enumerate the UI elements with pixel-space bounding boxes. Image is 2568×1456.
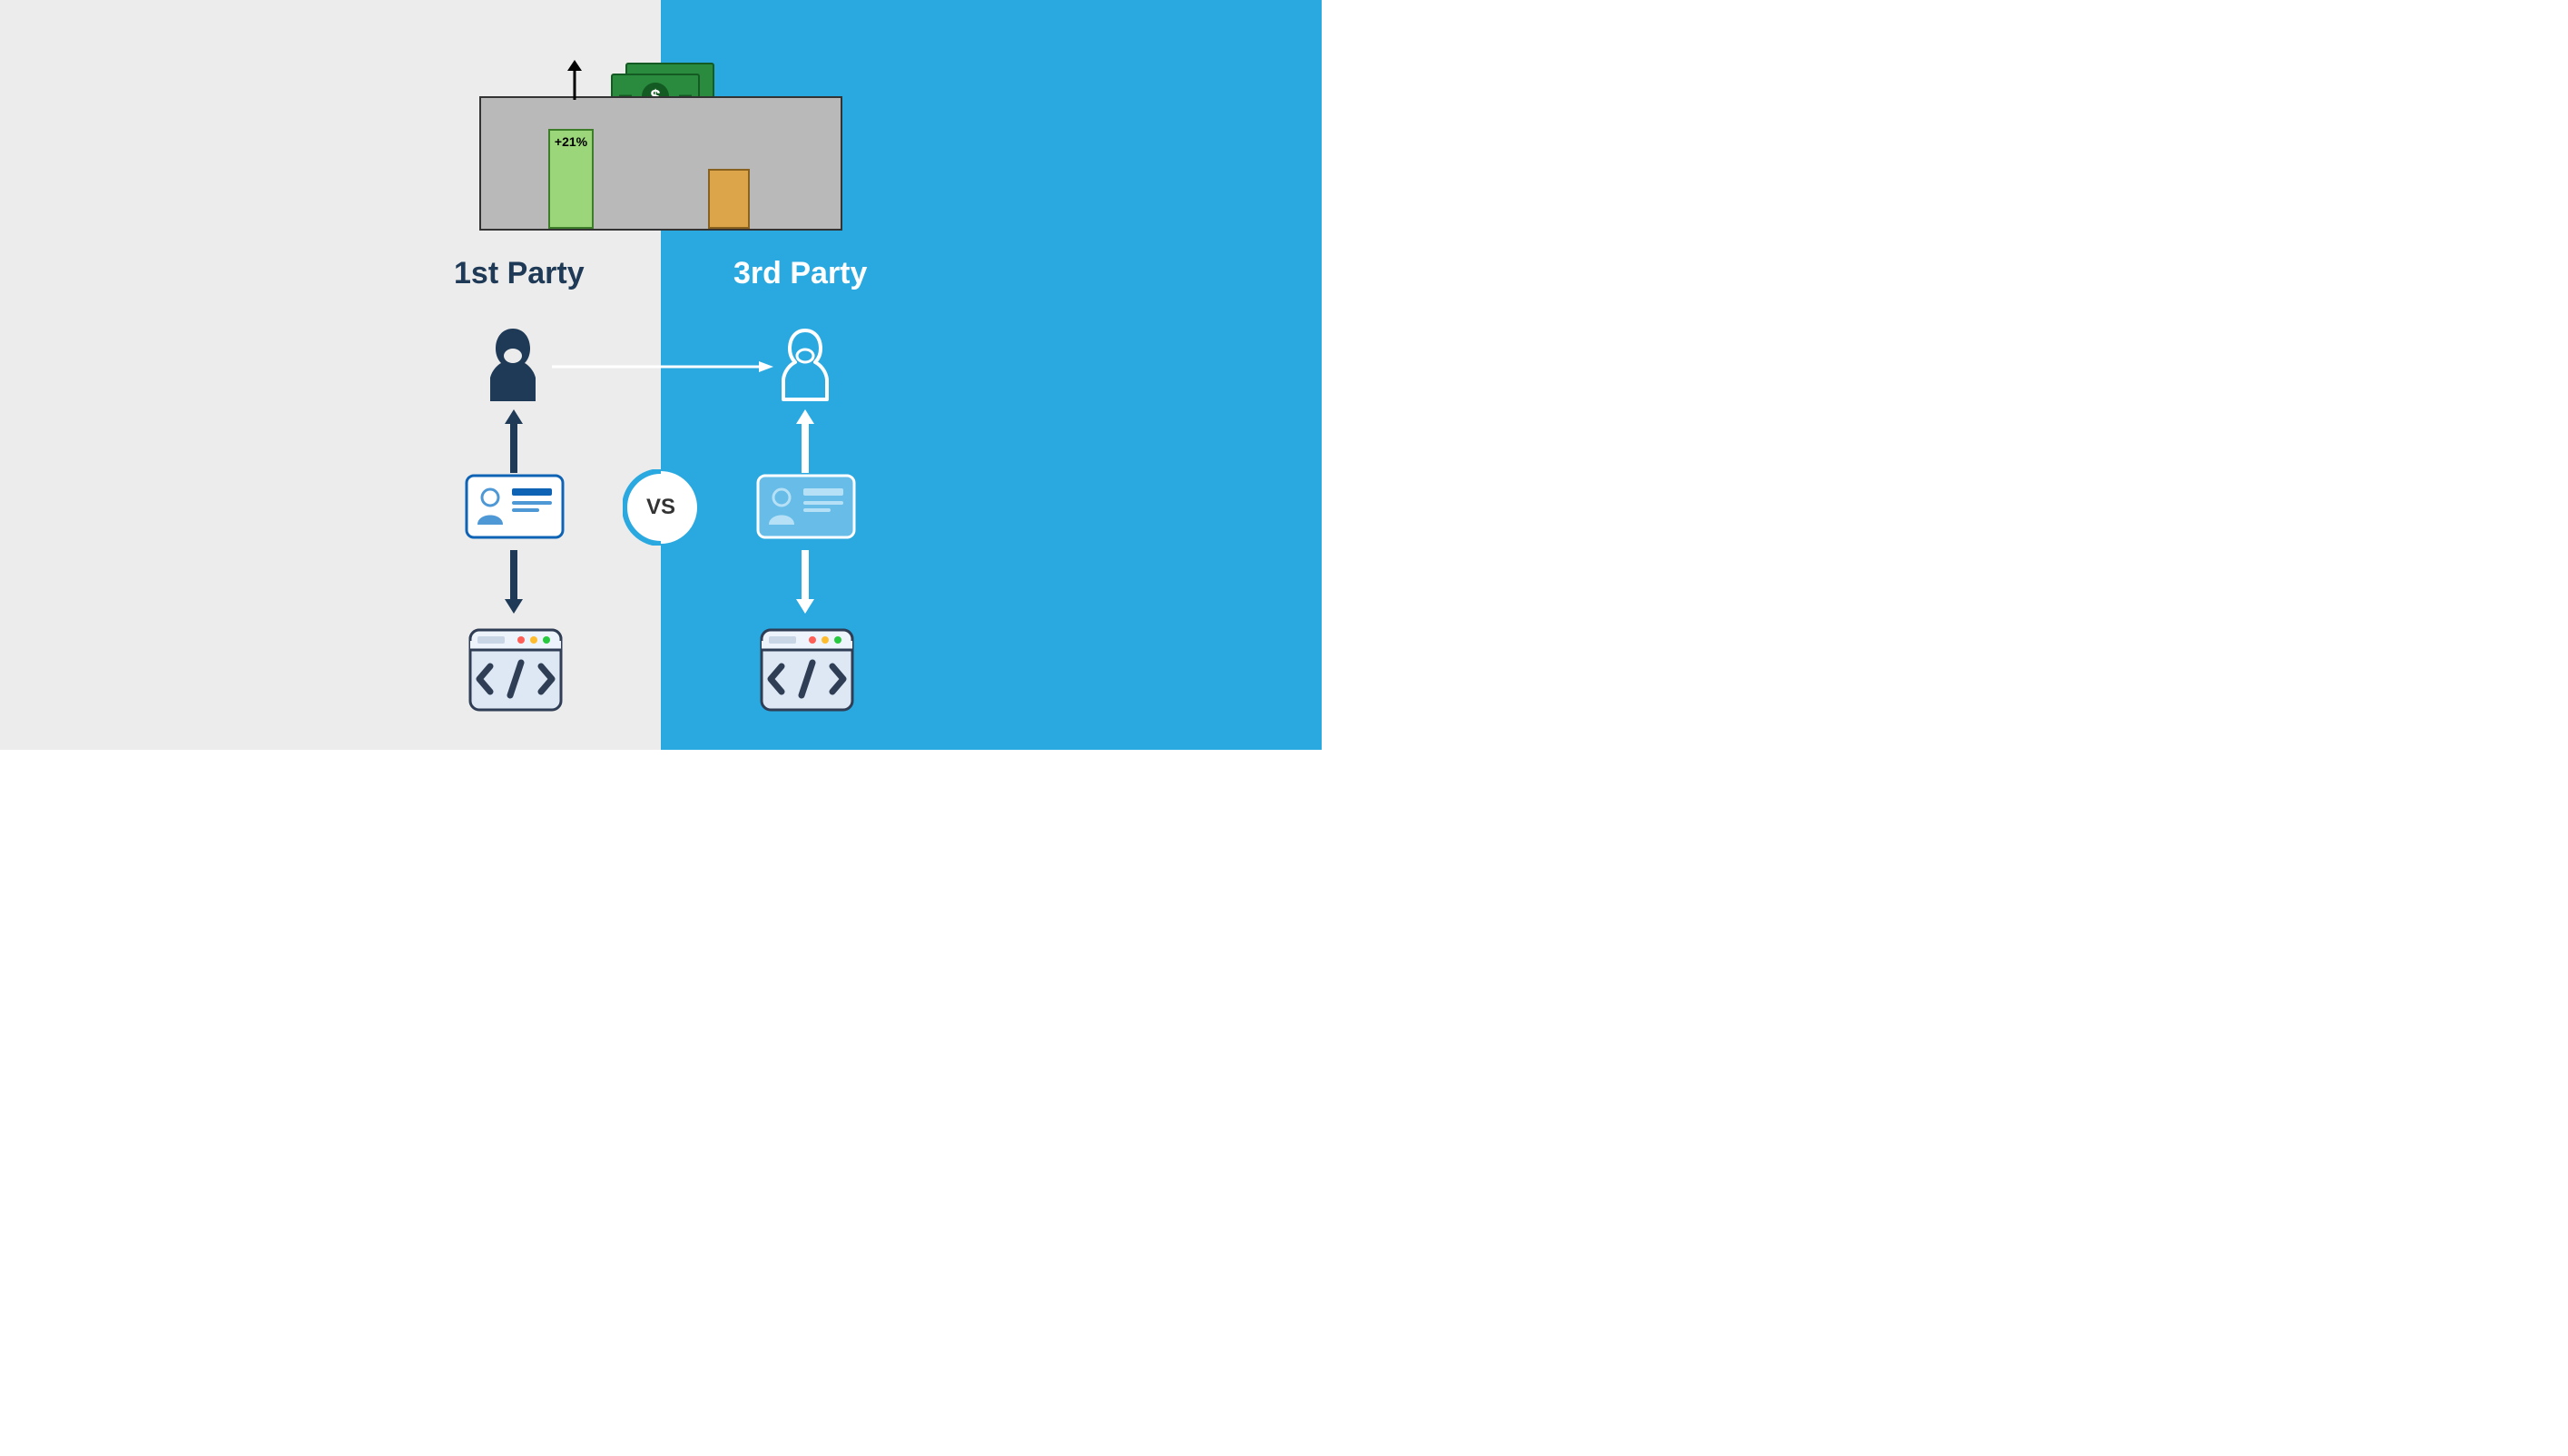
vs-label: VS bbox=[646, 495, 675, 520]
chart-arrow-up-icon bbox=[567, 60, 582, 104]
arrow-up-icon-left bbox=[505, 409, 523, 477]
chart-bar-1-label: +21% bbox=[550, 131, 592, 149]
arrow-down-icon-left bbox=[505, 550, 523, 618]
person-icon-left bbox=[481, 325, 545, 409]
heading-first-party: 1st Party bbox=[454, 256, 585, 291]
code-browser-icon-left bbox=[468, 628, 563, 716]
revenue-chart: +21% bbox=[479, 96, 842, 231]
vs-badge: VS bbox=[623, 469, 699, 546]
arrow-down-icon-right bbox=[796, 550, 814, 618]
chart-bar-1: +21% bbox=[548, 129, 594, 229]
chart-bar-2 bbox=[708, 169, 750, 229]
person-icon-right bbox=[773, 325, 837, 409]
arrow-up-icon-right bbox=[796, 409, 814, 477]
heading-third-party: 3rd Party bbox=[733, 256, 867, 291]
code-browser-icon-right bbox=[760, 628, 854, 716]
id-card-icon-left bbox=[465, 474, 565, 544]
arrow-right-icon bbox=[552, 359, 773, 379]
id-card-icon-right bbox=[756, 474, 856, 544]
